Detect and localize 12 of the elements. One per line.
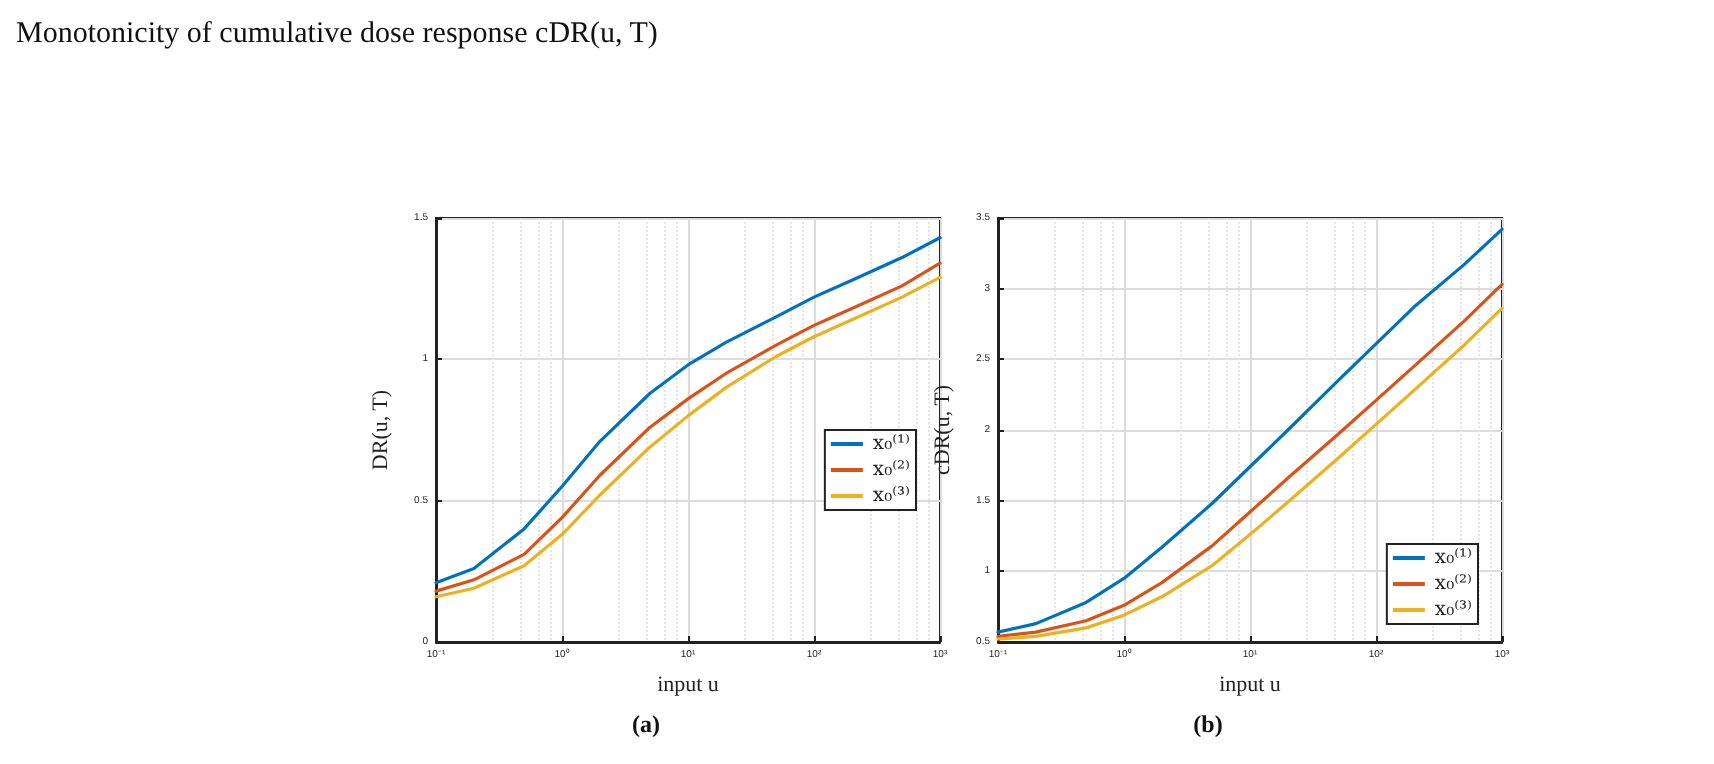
legend-label: x₀⁽¹⁾ xyxy=(1434,547,1473,569)
legend-label: x₀⁽²⁾ xyxy=(1434,573,1473,595)
y-axis-title: DR(u, T) xyxy=(369,389,394,471)
legend-label: x₀⁽²⁾ xyxy=(872,459,911,481)
text: (b) xyxy=(1193,710,1223,738)
legend-label: x₀⁽³⁾ xyxy=(872,485,911,507)
text: (a) xyxy=(632,710,661,738)
x-axis-title: input u xyxy=(1219,673,1282,697)
legend-label: x₀⁽³⁾ xyxy=(1434,599,1473,621)
x-axis-title: input u xyxy=(657,673,720,697)
chart-title: Monotonicity of cumulative dose response cDR(u, T) xyxy=(16,18,658,52)
legend-label: x₀⁽¹⁾ xyxy=(872,433,911,455)
